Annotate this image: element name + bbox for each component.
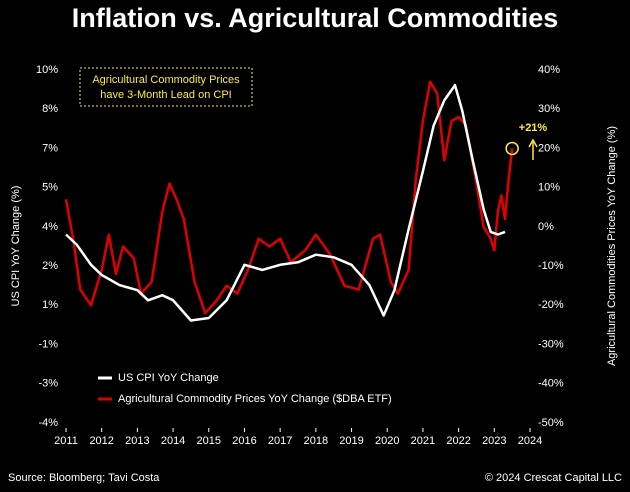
- y-tick-label: -1%: [38, 338, 58, 350]
- y2-tick-label: -30%: [538, 338, 564, 350]
- annotation: have 3-Month Lead on CPI: [100, 89, 231, 101]
- y-tick-label: -3%: [38, 378, 58, 390]
- y2-tick-label: 20%: [538, 142, 560, 154]
- x-tick-label: 2011: [54, 435, 78, 447]
- x-tick-label: 2023: [482, 435, 506, 447]
- y2-tick-label: -40%: [538, 378, 564, 390]
- copyright: © 2024 Crescat Capital LLC: [485, 472, 622, 484]
- highlight-circle: [505, 141, 519, 156]
- y-tick-label: 1%: [42, 299, 58, 311]
- annotation: Agricultural Commodity Prices: [92, 74, 240, 86]
- y-tick-label: 5%: [42, 182, 58, 194]
- x-tick-label: 2014: [161, 435, 185, 447]
- y2-tick-label: -50%: [538, 417, 564, 429]
- annotation-box: [79, 67, 253, 107]
- y-tick-label: 2%: [42, 260, 58, 272]
- source: Source: Bloomberg; Tavi Costa: [8, 472, 160, 484]
- x-tick-label: 2017: [268, 435, 292, 447]
- x-tick-label: 2016: [232, 435, 256, 447]
- callout: +21%: [519, 122, 548, 134]
- x-tick-label: 2013: [125, 435, 149, 447]
- series-line: [65, 83, 506, 322]
- y2-tick-label: 0%: [538, 221, 554, 233]
- y2-tick-label: -10%: [538, 260, 564, 272]
- y2-tick-label: 30%: [538, 103, 560, 115]
- legend-label: Agricultural Commodity Prices YoY Change…: [118, 393, 392, 405]
- x-tick-label: 2022: [446, 435, 470, 447]
- series-line: [64, 80, 514, 315]
- y-tick-label: -4%: [38, 417, 58, 429]
- x-tick-label: 2018: [304, 435, 328, 447]
- x-tick-label: 2012: [89, 435, 113, 447]
- x-tick-label: 2015: [197, 435, 221, 447]
- y2-tick-label: 40%: [538, 64, 560, 76]
- x-tick-label: 2024: [518, 435, 542, 447]
- y2-tick-label: 10%: [538, 182, 560, 194]
- y-axis-label: US CPI YoY Change (%): [10, 186, 22, 307]
- y-tick-label: 8%: [42, 103, 58, 115]
- y-tick-label: 10%: [36, 64, 58, 76]
- y-tick-label: 7%: [42, 142, 58, 154]
- x-tick-label: 2021: [411, 435, 435, 447]
- x-tick-label: 2019: [339, 435, 363, 447]
- y2-axis-label: Agricultural Commodities Prices YoY Chan…: [606, 126, 618, 366]
- x-tick-label: 2020: [375, 435, 399, 447]
- legend-label: US CPI YoY Change: [118, 372, 219, 384]
- callout-arrow-head: [528, 138, 538, 148]
- chart-title: Inflation vs. Agricultural Commodities: [72, 3, 559, 33]
- y-tick-label: 4%: [42, 221, 58, 233]
- y2-tick-label: -20%: [538, 299, 564, 311]
